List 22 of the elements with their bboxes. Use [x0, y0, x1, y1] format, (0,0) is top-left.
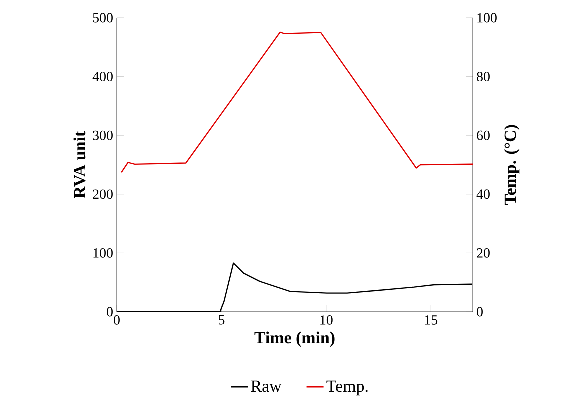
x-tick-label: 0	[114, 316, 120, 325]
y-tick-label: 300	[93, 130, 113, 140]
legend-label: Raw	[251, 380, 282, 392]
y2-tick-label: 100	[478, 13, 497, 23]
x-tick-label: 5	[219, 316, 225, 325]
y2-tick-label: 40	[476, 190, 490, 200]
y-tick-label: 200	[93, 190, 113, 200]
line-series	[121, 32, 474, 174]
y2-axis-title: Temp. (°C)	[504, 125, 520, 206]
y-tick-label: 500	[93, 13, 113, 23]
y2-tick-label: 0	[477, 307, 483, 317]
y2-tick-label: 20	[477, 248, 490, 258]
y-tick-label: 100	[94, 248, 113, 258]
y2-tick-label: 60	[477, 130, 490, 140]
y-tick-label: 400	[92, 72, 113, 82]
y-tick-label: 0	[107, 307, 113, 317]
x-axis-title: Time (min)	[254, 332, 335, 348]
x-tick-label: 10	[320, 316, 333, 325]
x-tick-label: 15	[425, 316, 438, 325]
y-axis-title: RVA unit	[74, 131, 86, 198]
y2-tick-label: 80	[477, 72, 490, 82]
legend-label: Temp.	[326, 380, 368, 396]
